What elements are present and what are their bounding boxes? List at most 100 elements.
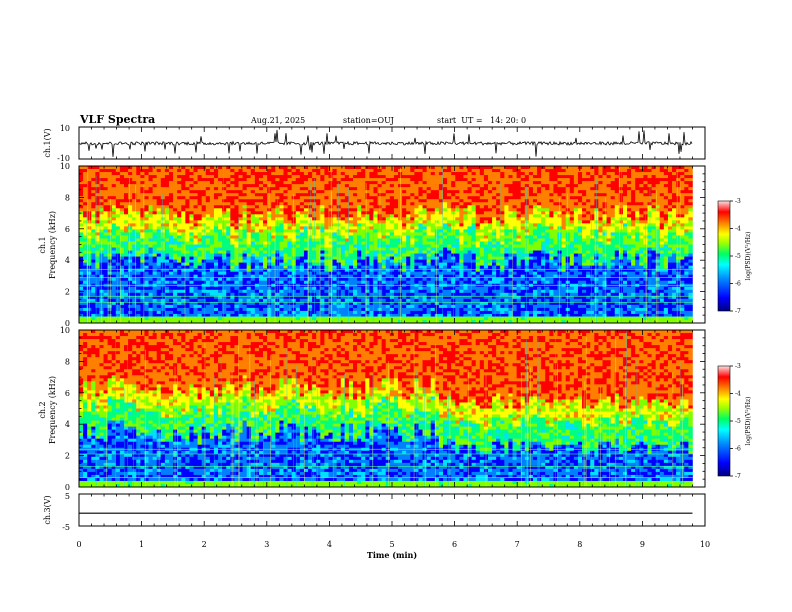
spectrogram-cell [250,217,256,221]
spectrogram-cell [246,274,252,279]
spectrogram-cell [132,232,137,236]
spectrogram-cell [168,304,174,309]
spectrogram-cell [336,280,342,285]
spectrogram-cell [467,247,472,251]
spectrogram-cell [173,196,178,200]
spectrogram-cell [426,253,432,257]
spectrogram-cell [218,196,223,200]
spectrogram-cell [209,247,215,251]
spectrogram-cell [103,238,108,242]
spectrogram-cell [103,187,108,191]
spectrogram-cell [193,235,198,239]
spectrogram-cell [402,277,407,282]
spectrogram-cell [271,184,276,188]
spectrogram-cell [128,226,133,230]
spectrogram-cell [128,214,133,218]
spectrogram-cell [357,199,362,203]
spectrogram-cell [193,178,198,182]
spectrogram-cell [467,259,472,263]
spectrogram-cell [426,277,432,282]
spectrogram-cell [442,217,448,221]
spectrogram-cell [373,232,378,236]
spectrogram-cell [193,280,198,285]
spectrogram-cell [357,319,362,324]
spectrogram-cell [152,238,158,242]
spectrogram-cell [111,169,117,173]
spectrogram-cell [123,196,129,200]
spectrogram-cell [418,319,423,324]
spectrogram-cell [451,169,456,173]
spectrogram-cell [369,169,374,173]
spectrogram-cell [238,274,243,279]
spectrogram-cell [148,301,153,306]
spectrogram-cell [402,193,407,197]
spectrogram-cell [353,292,358,297]
spectrogram-cell [79,181,84,185]
spectrogram-cell [406,205,411,209]
spectrogram-cell [209,229,215,233]
spectrogram-cell [123,274,129,279]
spectrogram-cell [123,253,129,257]
spectrogram-cell [295,295,301,300]
spectrogram-cell [99,169,104,173]
spectrogram-cell [324,178,329,182]
spectrogram-cell [463,277,468,282]
spectrogram-cell [152,316,158,321]
spectrogram-cell [283,271,288,275]
spectrogram-cell [226,205,231,209]
spectrogram-cell [238,319,243,324]
spectrogram-cell [295,217,301,221]
spectrogram-cell [156,268,162,272]
spectrogram-cell [189,226,194,230]
spectrogram-cell [328,199,333,203]
spectrogram-cell [328,226,333,230]
date-label: Aug.21, 2025 [250,116,305,125]
spectrogram-cell [213,166,219,170]
spectrogram-cell [393,211,399,215]
spectrogram-cell [336,292,342,297]
spectrogram-cell [295,262,301,266]
spectrogram-cell [398,280,403,285]
spectrogram-cell [197,268,202,272]
spectrogram-cell [83,250,88,254]
spectrogram-cell [438,274,444,279]
spectrogram-cell [389,286,395,291]
spectrogram-cell [447,286,452,291]
spectrogram-cell [119,214,125,218]
spectrogram-cell [246,226,252,230]
spectrogram-cell [303,280,309,285]
spectrogram-cell [156,289,162,294]
spectrogram-cell [385,178,391,182]
spectrogram-cell [213,316,219,321]
spectrogram-cell [459,166,464,170]
spectrogram-cell [103,208,108,212]
spectrogram-cell [242,211,247,215]
spectrogram-cell [418,271,423,275]
spectrogram-cell [107,193,113,197]
spectrogram-cell [426,268,432,272]
spectrogram-cell [238,190,243,194]
spectrogram-cell [316,313,321,318]
spectrogram-cell [148,310,153,315]
spectrogram-cell [189,286,194,291]
spectrogram-cell [369,247,374,251]
spectrogram-cell [271,274,276,279]
spectrogram-cell [271,304,276,309]
spectrogram-cell [422,304,427,309]
spectrogram-cell [398,259,403,263]
spectrogram-cell [283,292,288,297]
spectrogram-cell [197,196,202,200]
spectrogram-cell [447,172,452,176]
spectrogram-cell [434,229,440,233]
spectrogram-cell [132,184,137,188]
spectrogram-cell [303,205,309,209]
spectrogram-cell [312,166,317,170]
spectrogram-cell [193,244,198,248]
spectrogram-cell [168,220,174,224]
spectrogram-cell [185,256,190,260]
spectrogram-cell [389,205,395,209]
spectrogram-cell [168,196,174,200]
spectrogram-cell [230,274,235,279]
spectrogram-cell [365,226,370,230]
spectrogram-cell [164,178,170,182]
